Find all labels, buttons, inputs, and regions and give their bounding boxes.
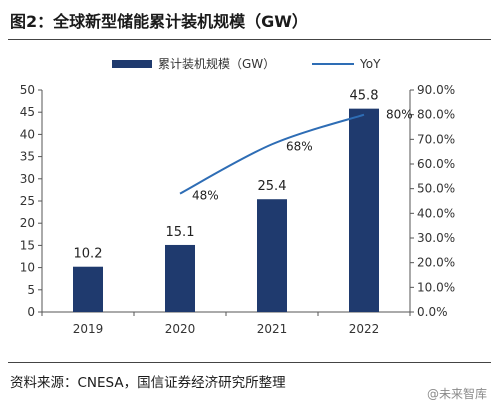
bars <box>73 108 379 312</box>
y2-tick-label: 80.0% <box>417 108 455 122</box>
y2-tick-label: 0.0% <box>417 305 448 319</box>
x-tick-label: 2019 <box>73 322 104 336</box>
x-tick-label: 2020 <box>165 322 196 336</box>
bar-value-label: 10.2 <box>74 247 103 262</box>
y-tick-label: 40 <box>20 127 35 141</box>
bottom-rule <box>8 362 491 363</box>
y2-tick-label: 10.0% <box>417 280 455 294</box>
yoy-value-label: 68% <box>286 139 313 153</box>
source-note: 资料来源：CNESA，国信证券经济研究所整理 <box>10 375 286 391</box>
legend-line-label: YoY <box>359 57 381 71</box>
x-tick-label: 2021 <box>257 322 288 336</box>
chart-title: 图2：全球新型储能累计装机规模（GW） <box>10 12 308 31</box>
y-tick-label: 45 <box>20 105 35 119</box>
yoy-value-label: 80% <box>386 108 413 122</box>
data-labels: 10.2 15.1 25.4 45.8 48% 68% 80% <box>74 89 413 262</box>
legend: 累计装机规模（GW） YoY <box>112 56 381 71</box>
y2-tick-label: 30.0% <box>417 231 455 245</box>
top-rule <box>8 39 491 40</box>
bar-value-label: 15.1 <box>166 225 195 240</box>
bar-2022 <box>349 108 379 312</box>
bar-2020 <box>165 244 195 312</box>
legend-bar-label: 累计装机规模（GW） <box>158 56 275 71</box>
y2-tick-label: 20.0% <box>417 256 455 270</box>
axes: 0 5 10 15 20 25 30 35 40 45 50 0.0% 10.0% 20.0% 30.0% 4… <box>20 83 455 336</box>
y-tick-label: 15 <box>20 238 35 252</box>
y-tick-label: 0 <box>27 305 35 319</box>
y2-tick-label: 70.0% <box>417 132 455 146</box>
watermark: @未来智库 <box>426 387 487 401</box>
x-tick-label: 2022 <box>349 322 380 336</box>
yoy-value-label: 48% <box>192 189 219 203</box>
bar-2021 <box>257 199 287 312</box>
y-tick-label: 25 <box>20 194 35 208</box>
y-tick-label: 10 <box>20 261 35 275</box>
y-tick-label: 5 <box>27 283 35 297</box>
yoy-line <box>179 113 365 195</box>
y2-tick-label: 90.0% <box>417 83 455 97</box>
yoy-line-path <box>179 113 365 195</box>
y-tick-label: 30 <box>20 172 35 186</box>
bar-value-label: 45.8 <box>350 89 379 104</box>
chart: 累计装机规模（GW） YoY 0 5 10 15 20 25 30 35 40 45 50 0.0% 10… <box>20 56 455 336</box>
y-tick-label: 50 <box>20 83 35 97</box>
y-tick-label: 35 <box>20 150 35 164</box>
y2-tick-label: 40.0% <box>417 206 455 220</box>
y2-tick-label: 60.0% <box>417 157 455 171</box>
legend-bar-swatch <box>112 60 152 68</box>
y2-tick-label: 50.0% <box>417 182 455 196</box>
bar-2019 <box>73 266 103 312</box>
y-tick-label: 20 <box>20 216 35 230</box>
bar-value-label: 25.4 <box>258 179 287 194</box>
